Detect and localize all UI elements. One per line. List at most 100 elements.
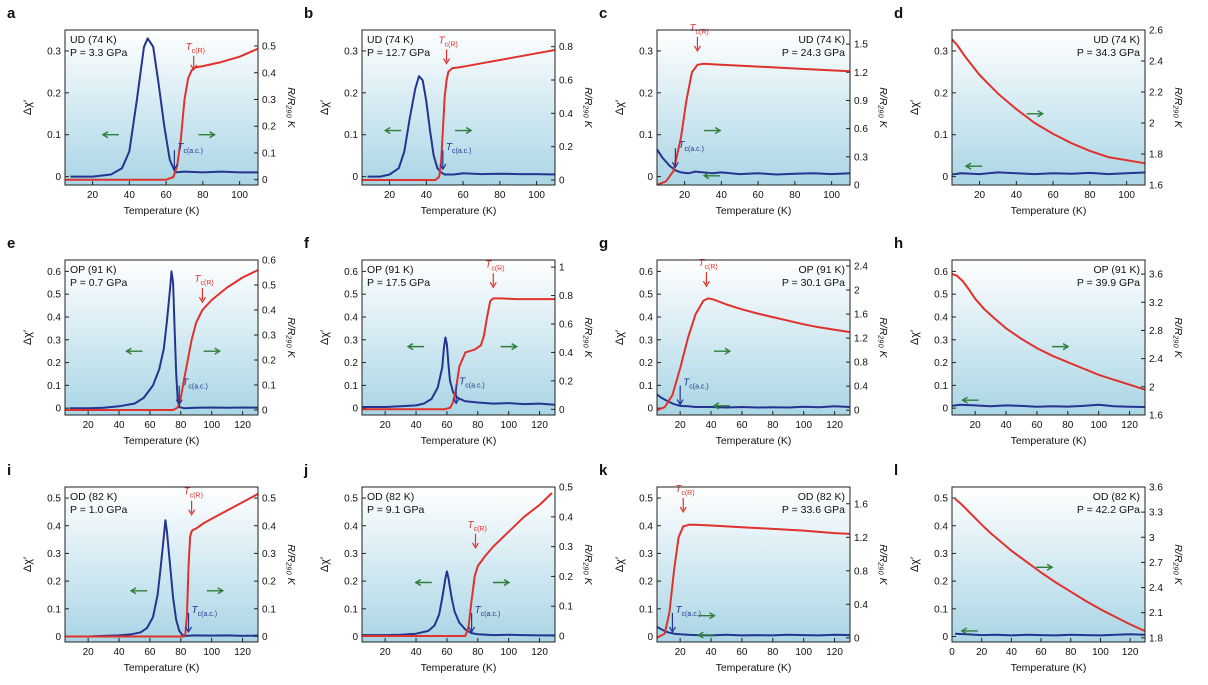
panel-l: l OD (82 K)P = 42.2 GPa 0 20 40 60 80 100 120 0 0.… bbox=[894, 462, 1184, 674]
tc-r-label-subscript: c(R) bbox=[474, 526, 487, 533]
panel-letter: e bbox=[7, 235, 15, 252]
tc-r-label-symbol: T bbox=[184, 487, 191, 498]
right-tick-label: 0.2 bbox=[262, 577, 276, 588]
left-axis-title: Δχ′ bbox=[319, 330, 331, 345]
x-tick-label: 100 bbox=[500, 420, 517, 431]
left-axis-title: Δχ′ bbox=[909, 100, 921, 115]
pressure-label: P = 30.1 GPa bbox=[782, 277, 845, 289]
panel-frame bbox=[656, 486, 851, 643]
chi-series-line bbox=[362, 570, 555, 637]
left-axis-title: Δχ′ bbox=[22, 100, 34, 115]
right-tick-label: 1 bbox=[559, 263, 565, 274]
pressure-label: P = 12.7 GPa bbox=[367, 47, 430, 59]
sample-label: OD (82 K) bbox=[367, 491, 414, 503]
left-tick-label: 0.1 bbox=[639, 130, 653, 141]
panel-frame bbox=[951, 486, 1146, 643]
x-axis-title: Temperature (K) bbox=[1011, 205, 1087, 217]
right-tick-label: 0.3 bbox=[262, 549, 276, 560]
right-axis-title: R/R₂₉₀ K bbox=[877, 544, 889, 586]
left-axis-title: Δχ′ bbox=[614, 330, 626, 345]
x-tick-label: 60 bbox=[441, 420, 453, 431]
right-tick-label: 0.4 bbox=[262, 521, 276, 532]
resistance-series-line bbox=[65, 493, 259, 638]
right-tick-label: 3.6 bbox=[1149, 483, 1163, 494]
left-axis-title: Δχ′ bbox=[319, 557, 331, 572]
x-tick-label: 60 bbox=[1031, 420, 1043, 431]
right-tick-label: 2 bbox=[854, 286, 860, 297]
tc-ac-label-subscript: c(a.c.) bbox=[689, 384, 708, 391]
panel-frame bbox=[951, 29, 1146, 186]
right-tick-label: 0.4 bbox=[262, 306, 276, 317]
x-tick-label: 40 bbox=[716, 190, 728, 201]
x-tick-label: 60 bbox=[458, 190, 470, 201]
direction-arrowhead-left bbox=[406, 343, 414, 351]
tc-ac-label: Tc(a.c.) bbox=[177, 142, 203, 155]
right-tick-label: 0.4 bbox=[262, 68, 276, 79]
tc-r-label-symbol: T bbox=[485, 259, 492, 270]
direction-arrowhead-right bbox=[209, 131, 216, 139]
pressure-label: P = 42.2 GPa bbox=[1077, 504, 1140, 516]
panel-background bbox=[65, 260, 258, 415]
sample-label: OP (91 K) bbox=[799, 264, 846, 276]
sample-label: OP (91 K) bbox=[1094, 264, 1141, 276]
tc-r-label-symbol: T bbox=[467, 520, 474, 531]
direction-arrowhead-left bbox=[702, 172, 710, 180]
tc-ac-label-subscript: c(a.c.) bbox=[682, 611, 701, 618]
right-tick-label: 0 bbox=[854, 406, 860, 417]
left-tick-label: 0.3 bbox=[934, 549, 948, 560]
left-tick-label: 0.2 bbox=[47, 88, 61, 99]
right-tick-label: 0 bbox=[854, 633, 860, 644]
right-tick-label: 3 bbox=[1149, 533, 1155, 544]
left-tick-label: 0.3 bbox=[639, 335, 653, 346]
chi-series-line bbox=[69, 519, 259, 638]
left-tick-label: 0.1 bbox=[934, 604, 948, 615]
right-tick-label: 1.8 bbox=[1149, 633, 1163, 644]
pressure-label: P = 0.7 GPa bbox=[70, 277, 127, 289]
left-tick-label: 0 bbox=[55, 632, 61, 643]
tc-ac-label-symbol: T bbox=[177, 142, 184, 153]
right-axis-title: R/R₂₉₀ K bbox=[1172, 317, 1184, 359]
left-tick-label: 0.4 bbox=[934, 312, 948, 323]
panel-letter: i bbox=[7, 462, 11, 479]
x-tick-label: 60 bbox=[144, 647, 156, 658]
pressure-label: P = 3.3 GPa bbox=[70, 47, 127, 59]
left-axis-title: Δχ′ bbox=[319, 100, 331, 115]
left-axis-title: Δχ′ bbox=[909, 557, 921, 572]
panel-letter: j bbox=[303, 462, 308, 479]
panel-letter: k bbox=[599, 462, 608, 479]
panel-frame bbox=[361, 29, 556, 186]
tc-ac-label-subscript: c(a.c.) bbox=[188, 384, 207, 391]
chi-series-line bbox=[656, 625, 851, 637]
tc-ac-label-symbol: T bbox=[475, 605, 482, 616]
tc-r-arrowhead bbox=[702, 280, 710, 288]
x-axis-title: Temperature (K) bbox=[716, 205, 792, 217]
x-axis-title: Temperature (K) bbox=[421, 435, 497, 447]
tc-ac-label-subscript: c(a.c.) bbox=[183, 148, 202, 155]
left-tick-label: 0.6 bbox=[639, 267, 653, 278]
panel-letter: c bbox=[599, 5, 607, 22]
tc-r-label-subscript: c(R) bbox=[696, 29, 709, 36]
x-tick-label: 80 bbox=[494, 190, 506, 201]
resistance-series-line bbox=[65, 269, 259, 411]
direction-arrowhead-left bbox=[125, 347, 132, 355]
chi-series-line bbox=[69, 270, 259, 410]
left-tick-label: 0.2 bbox=[344, 358, 358, 369]
left-tick-label: 0 bbox=[647, 172, 653, 183]
left-tick-label: 0.5 bbox=[47, 290, 61, 301]
right-tick-label: 3.3 bbox=[1149, 508, 1163, 519]
tc-r-label-subscript: c(R) bbox=[681, 490, 694, 497]
tc-r-label: Tc(R) bbox=[675, 484, 694, 497]
right-tick-label: 0.2 bbox=[559, 572, 573, 583]
x-tick-label: 80 bbox=[1062, 420, 1074, 431]
x-tick-label: 100 bbox=[231, 190, 248, 201]
x-tick-label: 80 bbox=[767, 647, 779, 658]
left-tick-label: 0 bbox=[647, 632, 653, 643]
left-tick-label: 0.4 bbox=[47, 312, 61, 323]
direction-arrowhead-right bbox=[214, 347, 222, 355]
right-axis-title: R/R₂₉₀ K bbox=[285, 317, 297, 359]
x-tick-label: 80 bbox=[1065, 647, 1077, 658]
pressure-label: P = 34.3 GPa bbox=[1077, 47, 1140, 59]
panel-letter: d bbox=[894, 5, 903, 22]
